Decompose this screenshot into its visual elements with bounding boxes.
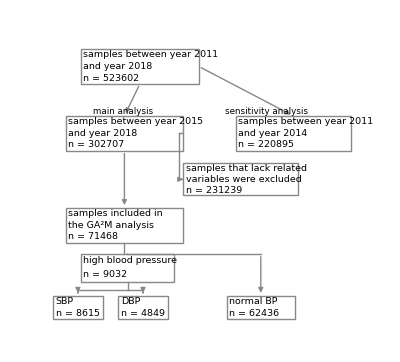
FancyBboxPatch shape [81, 254, 174, 282]
Text: samples between year 2011: samples between year 2011 [84, 50, 219, 59]
Text: high blood pressure: high blood pressure [84, 256, 178, 265]
Text: and year 2018: and year 2018 [84, 62, 153, 71]
FancyBboxPatch shape [66, 116, 183, 151]
Text: main analysis: main analysis [94, 107, 154, 116]
FancyBboxPatch shape [81, 49, 199, 84]
Text: n = 523602: n = 523602 [84, 73, 140, 83]
Text: DBP: DBP [121, 297, 140, 306]
FancyBboxPatch shape [183, 163, 298, 195]
Text: samples between year 2011: samples between year 2011 [238, 117, 374, 126]
Text: n = 220895: n = 220895 [238, 140, 294, 150]
Text: n = 9032: n = 9032 [84, 270, 128, 279]
Text: normal BP: normal BP [229, 297, 278, 306]
Text: SBP: SBP [56, 297, 74, 306]
Text: n = 71468: n = 71468 [68, 232, 118, 241]
FancyBboxPatch shape [66, 208, 183, 243]
FancyBboxPatch shape [227, 296, 295, 319]
Text: n = 62436: n = 62436 [229, 309, 279, 318]
Text: and year 2018: and year 2018 [68, 129, 137, 138]
Text: variables were excluded: variables were excluded [186, 175, 302, 184]
Text: and year 2014: and year 2014 [238, 129, 308, 138]
Text: n = 8615: n = 8615 [56, 309, 100, 318]
FancyBboxPatch shape [236, 116, 351, 151]
Text: samples that lack related: samples that lack related [186, 164, 307, 173]
Text: n = 231239: n = 231239 [186, 185, 242, 194]
FancyBboxPatch shape [118, 296, 168, 319]
FancyBboxPatch shape [53, 296, 103, 319]
Text: the GA²M analysis: the GA²M analysis [68, 221, 154, 230]
Text: samples between year 2015: samples between year 2015 [68, 117, 203, 126]
Text: samples included in: samples included in [68, 209, 163, 218]
Text: sensitivity analysis: sensitivity analysis [225, 107, 308, 116]
Text: n = 4849: n = 4849 [121, 309, 165, 318]
Text: n = 302707: n = 302707 [68, 140, 124, 150]
